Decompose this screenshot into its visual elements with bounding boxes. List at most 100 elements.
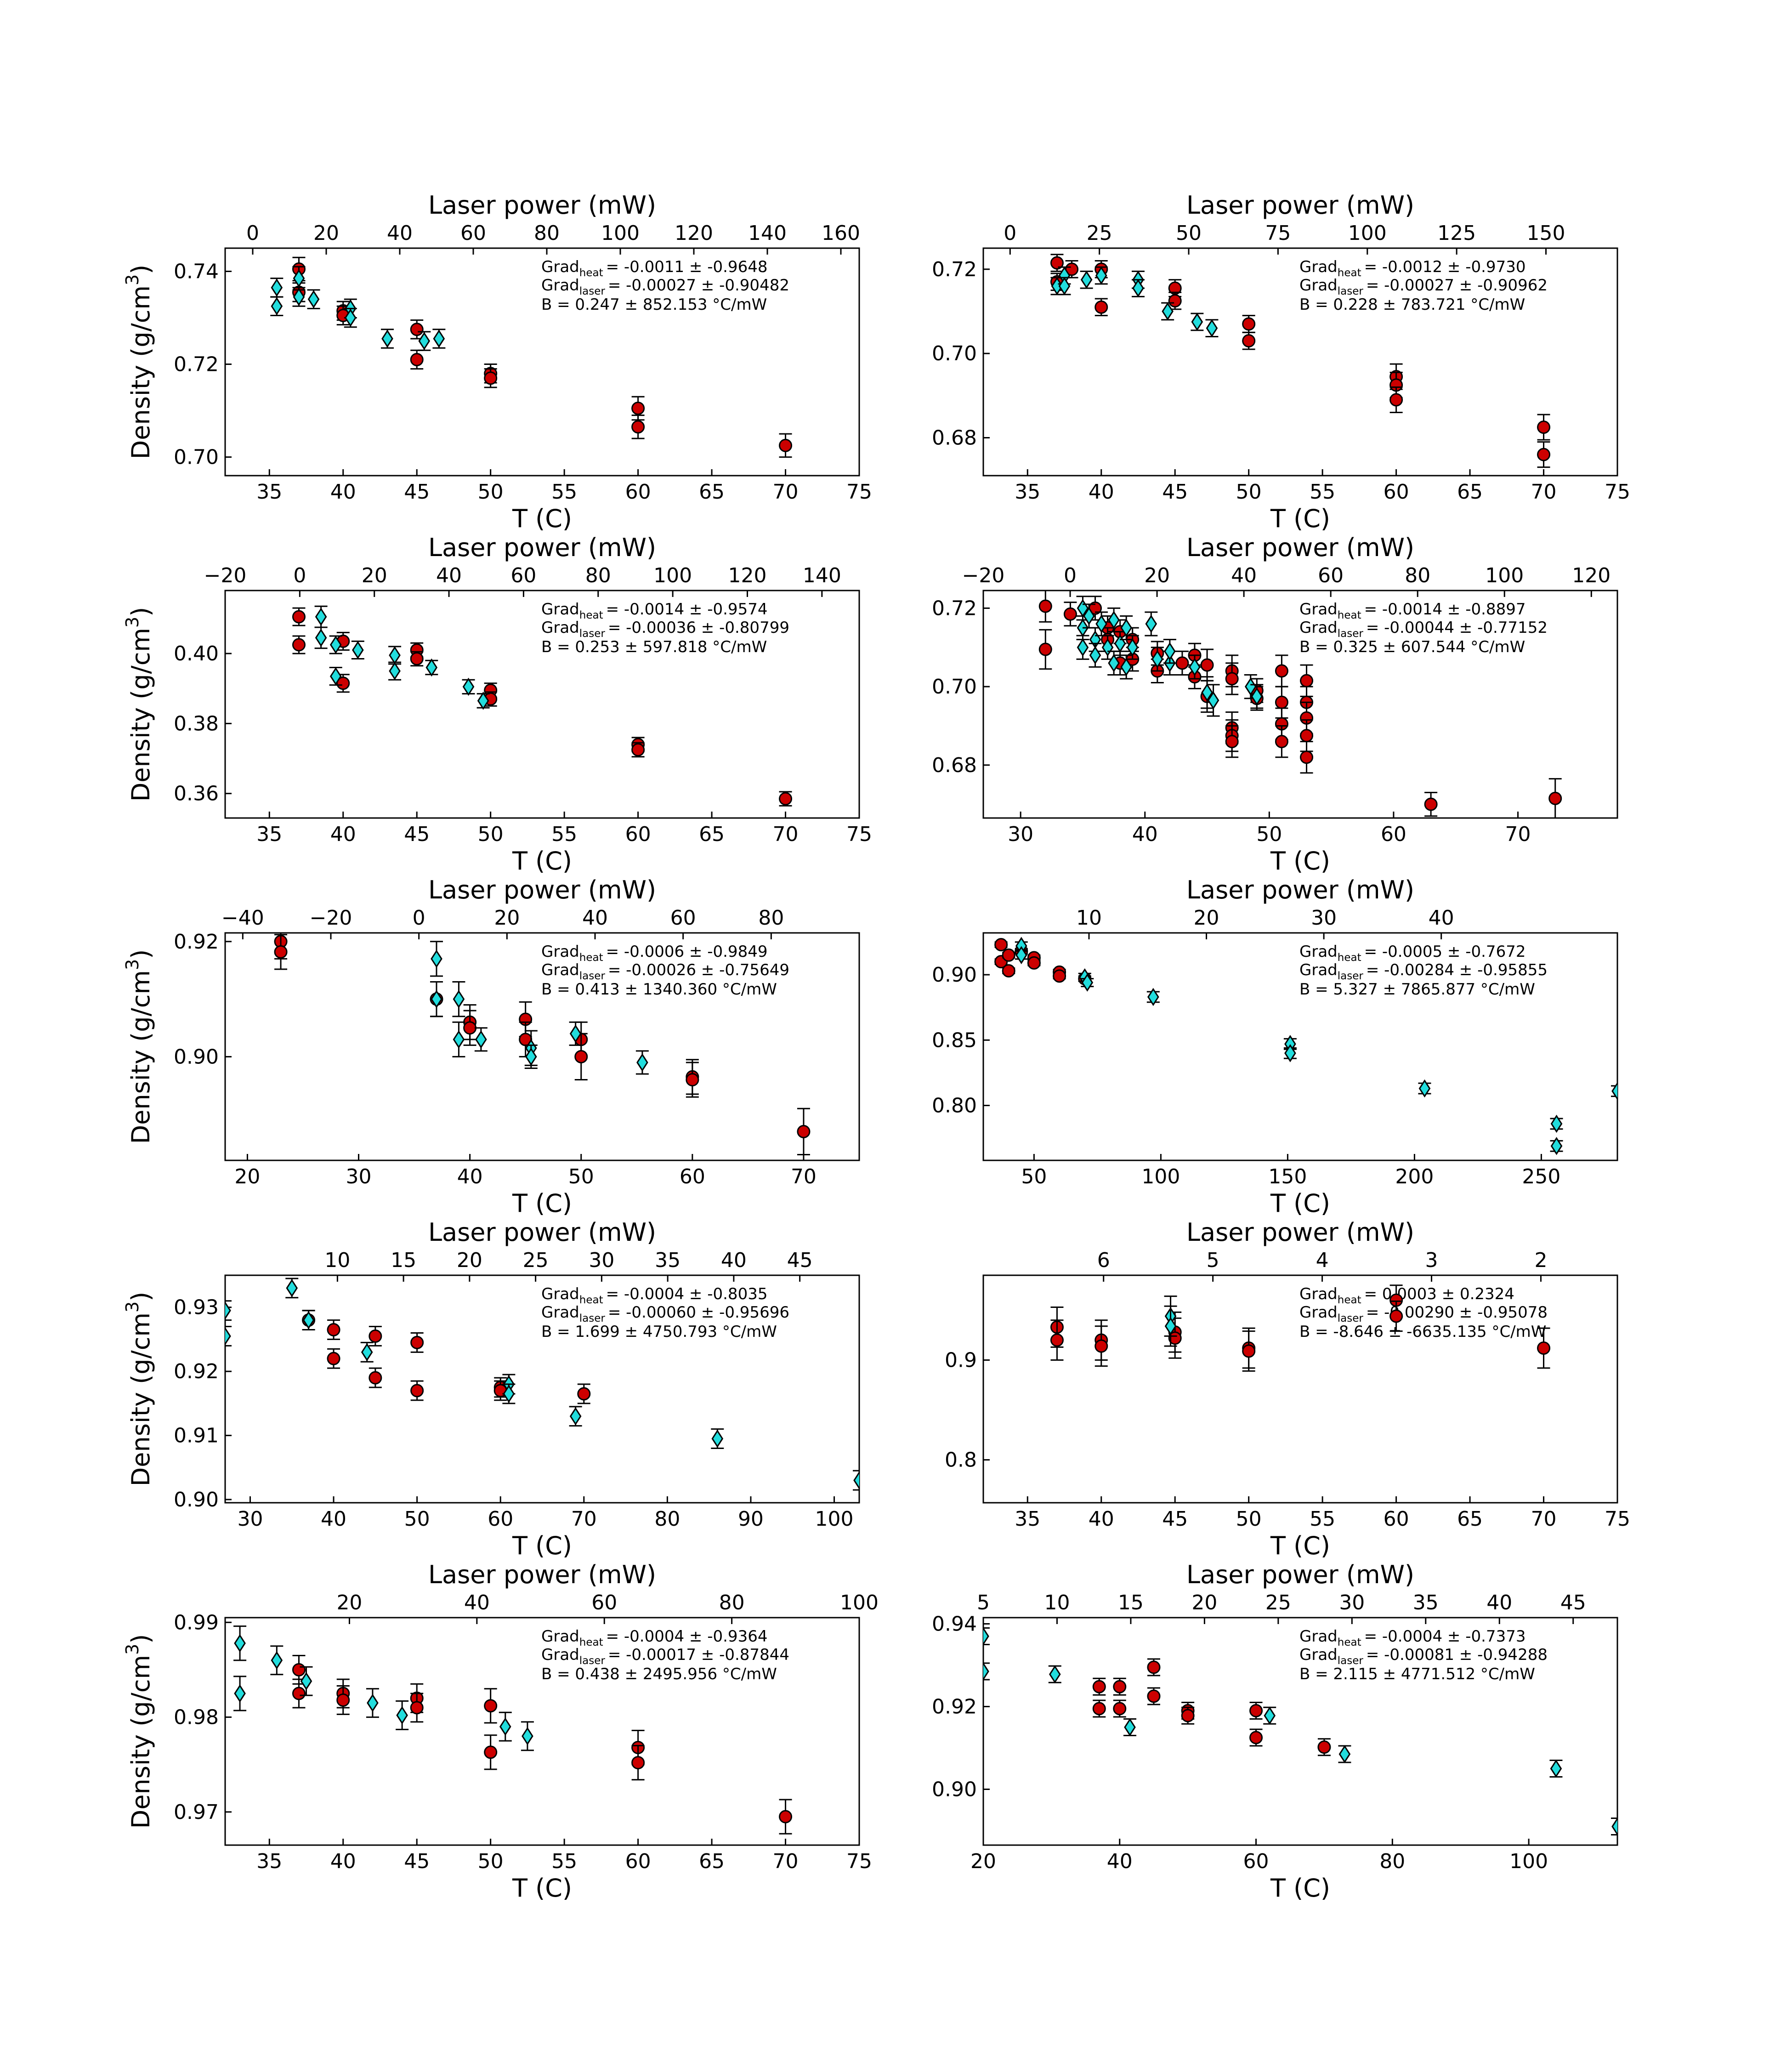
data-point-heat — [1181, 1709, 1195, 1722]
data-point-heat — [1225, 672, 1239, 686]
x-tick-label: 250 — [1522, 1165, 1560, 1188]
data-point-heat — [1300, 750, 1314, 764]
top-tick-label: 0 — [1004, 222, 1016, 245]
x-tick-label: 60 — [1384, 1507, 1409, 1531]
top-axis-label: Laser power (mW) — [428, 1560, 656, 1589]
data-point-heat — [1242, 334, 1256, 348]
top-tick-label: 40 — [582, 906, 608, 930]
data-point-heat — [327, 1323, 340, 1337]
top-tick-label: 20 — [336, 1591, 362, 1614]
data-point-heat — [292, 1663, 306, 1676]
data-point-laser — [234, 1684, 246, 1703]
data-point-laser — [1418, 1079, 1431, 1098]
top-tick-label: 60 — [1318, 564, 1344, 587]
data-point-heat — [484, 1699, 498, 1713]
data-point-heat — [1317, 1740, 1331, 1754]
top-tick-label: 4 — [1316, 1249, 1329, 1272]
top-tick-label: 60 — [670, 906, 696, 930]
data-point-laser — [477, 692, 489, 710]
annotation-grad-laser: Gradlaser = -0.00027 ± -0.90962 — [1299, 276, 1548, 297]
y-tick-label: 0.72 — [174, 353, 219, 376]
x-axis-label: T (C) — [512, 504, 572, 533]
top-tick-label: 45 — [787, 1249, 813, 1272]
data-point-heat — [1038, 599, 1052, 613]
data-point-laser — [431, 949, 442, 968]
x-tick-label: 40 — [330, 823, 356, 846]
top-tick-label: 20 — [457, 1249, 482, 1272]
annotation-b: B = 1.699 ± 4750.793 °C/mW — [541, 1323, 777, 1341]
top-tick-label: 20 — [1144, 564, 1170, 587]
annotation-grad-heat: Gradheat = -0.0014 ± -0.9574 — [541, 600, 767, 621]
y-axis-label-close: ) — [126, 1292, 155, 1301]
x-tick-label: 45 — [404, 1850, 430, 1873]
x-tick-label: 45 — [1162, 1507, 1188, 1531]
data-point-laser — [293, 288, 305, 306]
x-tick-label: 40 — [1089, 1507, 1114, 1531]
data-point-laser — [636, 1053, 648, 1072]
data-point-heat — [1275, 695, 1288, 709]
data-layer — [270, 256, 793, 458]
y-axis-label: Density (g/cm3) — [122, 265, 155, 460]
data-point-laser — [1145, 614, 1157, 633]
x-tick-label: 75 — [846, 823, 872, 846]
x-tick-label: 65 — [699, 823, 725, 846]
data-point-laser — [1089, 646, 1101, 665]
x-axis-label: T (C) — [512, 847, 572, 875]
data-point-laser — [569, 1024, 582, 1043]
annotation-grad-laser: Gradlaser = -0.00027 ± -0.90482 — [541, 276, 789, 297]
top-tick-label: 20 — [362, 564, 387, 587]
data-point-heat — [686, 1073, 699, 1087]
annotation-grad-heat: Gradheat = -0.0012 ± -0.9730 — [1299, 258, 1525, 279]
top-tick-label: 100 — [653, 564, 692, 587]
data-point-laser — [425, 658, 438, 677]
x-tick-label: 65 — [699, 480, 725, 504]
data-point-heat — [410, 323, 424, 336]
x-axis-label: T (C) — [1270, 847, 1330, 875]
y-tick-label: 0.92 — [932, 1695, 977, 1719]
top-tick-label: 0 — [413, 906, 425, 930]
y-tick-label: 0.98 — [174, 1706, 219, 1729]
data-point-laser — [345, 308, 357, 327]
error-bar — [853, 1470, 859, 1491]
top-tick-label: 160 — [822, 222, 860, 245]
top-axis-label: Laser power (mW) — [1186, 533, 1414, 562]
plot-frame — [982, 932, 1618, 1161]
data-point-heat — [1094, 1339, 1108, 1353]
y-tick-label: 0.9 — [945, 1349, 977, 1372]
top-tick-label: 35 — [655, 1249, 681, 1272]
data-point-heat — [1389, 1309, 1403, 1323]
annotation-b: B = 5.327 ± 7865.877 °C/mW — [1299, 980, 1535, 999]
top-tick-label: 0 — [293, 564, 306, 587]
top-tick-label: 30 — [1339, 1591, 1365, 1614]
y-tick-label: 0.38 — [174, 712, 219, 735]
data-point-laser — [225, 1301, 231, 1320]
top-tick-label: 30 — [1311, 906, 1337, 930]
top-tick-label: 80 — [1405, 564, 1430, 587]
top-axis-label: Laser power (mW) — [428, 1218, 656, 1247]
top-tick-label: 80 — [585, 564, 611, 587]
data-layer — [233, 1625, 793, 1835]
annotation-grad-laser: Gradlaser = -0.00284 ± -0.95855 — [1299, 961, 1548, 982]
x-tick-label: 75 — [1605, 1507, 1630, 1531]
x-tick-label: 60 — [625, 1850, 651, 1873]
data-layer — [1038, 591, 1562, 818]
x-axis-label: T (C) — [1270, 504, 1330, 533]
data-point-heat — [410, 352, 424, 366]
y-tick-label: 0.90 — [174, 1045, 219, 1068]
y-tick-label: 0.90 — [932, 963, 977, 987]
x-tick-label: 70 — [773, 1850, 799, 1873]
top-tick-label: 100 — [601, 222, 640, 245]
x-tick-label: 50 — [568, 1165, 594, 1188]
data-point-laser — [1095, 614, 1107, 633]
x-tick-label: 65 — [1457, 480, 1483, 504]
data-point-heat — [574, 1050, 588, 1063]
x-tick-label: 50 — [1021, 1165, 1047, 1188]
x-tick-label: 35 — [1015, 480, 1040, 504]
x-tick-label: 60 — [1381, 823, 1406, 846]
data-point-heat — [327, 1352, 340, 1365]
y-tick-label: 0.8 — [945, 1449, 977, 1472]
data-point-laser — [462, 677, 475, 696]
data-point-heat — [1168, 1331, 1182, 1345]
data-point-heat — [463, 1021, 477, 1035]
y-tick-label: 0.70 — [174, 446, 219, 469]
